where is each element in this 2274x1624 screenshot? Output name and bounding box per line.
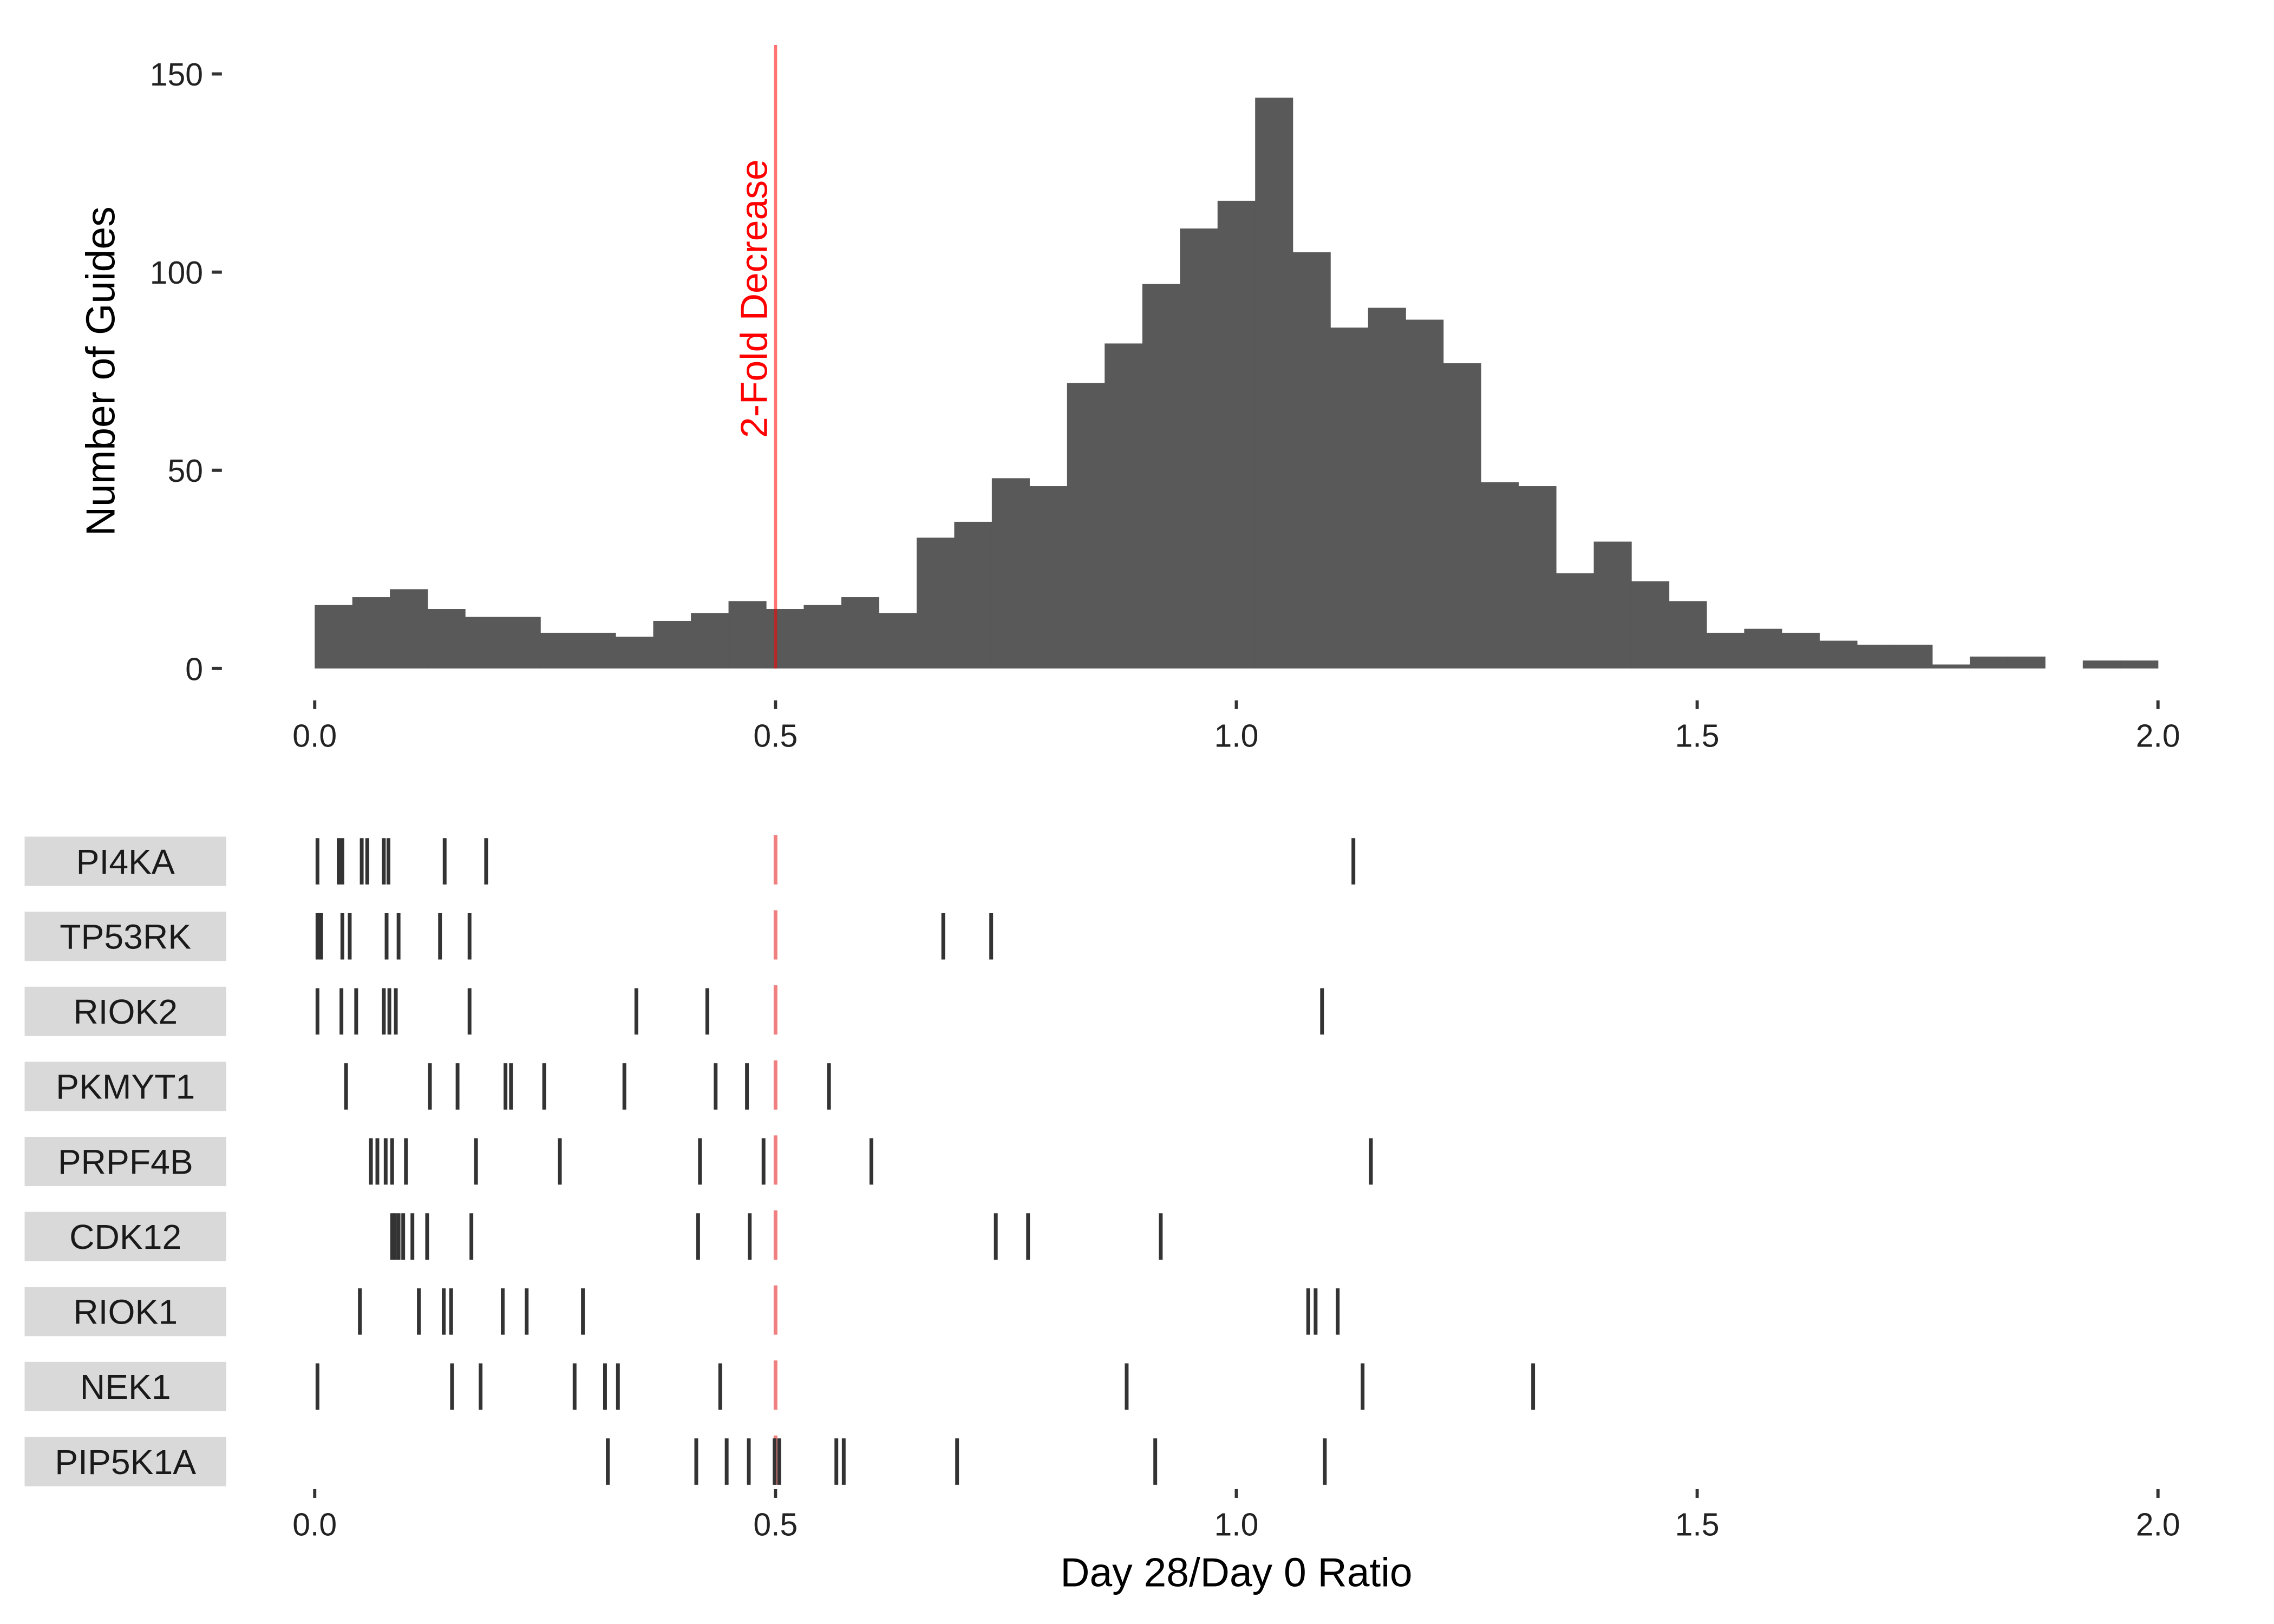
histogram-bar (691, 613, 729, 669)
y-axis-tick-label: 100 (150, 256, 203, 291)
rug-x-axis: 0.0 0.5 1.0 1.5 2.0 (292, 1489, 2180, 1543)
gene-strip-label: PIP5K1A (55, 1443, 196, 1482)
histogram-bar (1292, 252, 1331, 669)
histogram-bar (916, 538, 955, 669)
gene-strip-background (24, 1212, 226, 1261)
histogram-bar (2120, 660, 2159, 669)
histogram-bar (1406, 319, 1444, 669)
histogram-bar (728, 601, 767, 669)
two-fold-annotation: 2-Fold Decrease (733, 159, 775, 438)
histogram-bar (540, 632, 579, 669)
histogram-bar (803, 605, 842, 669)
histogram-x-axis: 0.0 0.5 1.0 1.5 2.0 (292, 700, 2180, 754)
x-axis-tick-label: 1.5 (1675, 1508, 1720, 1543)
histogram-bar (1669, 601, 1707, 669)
histogram-bar (1706, 632, 1745, 669)
histogram-bar (465, 617, 504, 669)
gene-strip-background (24, 1287, 226, 1337)
histogram-bar (427, 609, 466, 669)
y-axis-tick-label: 150 (150, 57, 203, 93)
histogram-bar (1518, 486, 1557, 669)
histogram-bar (1142, 284, 1180, 669)
histogram-bar (1781, 632, 1820, 669)
histogram-bar (1894, 644, 1933, 669)
histogram-bar (1067, 383, 1105, 669)
gene-strip-label: RIOK2 (73, 992, 178, 1031)
histogram-bar (1932, 664, 1970, 669)
histogram-bar (991, 478, 1030, 669)
gene-strip-background (24, 1437, 226, 1487)
histogram-bar (1819, 640, 1858, 669)
histogram-bar (1105, 343, 1143, 669)
gene-strip-labels: PI4KA TP53RK RIOK2 PKMYT1 PRPF4B CDK12 RIOK1 NE… (24, 836, 226, 1487)
x-axis-tick-label: 0.0 (292, 1508, 337, 1543)
histogram-bar (390, 589, 428, 669)
gene-strip-label: PRPF4B (58, 1142, 193, 1181)
histogram-bar (1180, 228, 1218, 669)
gene-strip-label: RIOK1 (73, 1293, 178, 1332)
histogram-bar (1255, 97, 1293, 669)
histogram-bar (2007, 656, 2046, 669)
histogram-bar (352, 597, 390, 669)
histogram-bars (315, 97, 2159, 669)
gene-strip-background (24, 1137, 226, 1187)
gene-strip-background (24, 912, 226, 961)
histogram-bar (1029, 486, 1068, 669)
histogram-bar (1217, 200, 1256, 669)
x-axis-tick-label: 1.5 (1675, 718, 1720, 754)
x-axis-tick-label: 0.5 (753, 718, 798, 754)
histogram-bar (1857, 644, 1896, 669)
histogram-bar (879, 613, 917, 669)
histogram-bar (766, 609, 805, 669)
histogram-bar (1556, 573, 1595, 669)
histogram-bar (616, 637, 654, 669)
histogram-bar (841, 597, 879, 669)
histogram-panel: 2-Fold Decrease 0 50 100 150 0.0 0.5 1.0 1.5 2.… (78, 45, 2180, 754)
rug-x-axis-title: Day 28/Day 0 Ratio (1060, 1549, 1412, 1595)
x-axis-tick-label: 0.5 (753, 1508, 798, 1543)
gene-strip-background (24, 1062, 226, 1111)
histogram-bar (1970, 656, 2008, 669)
gene-strip-background (24, 1361, 226, 1411)
histogram-bar (1330, 328, 1369, 669)
gene-strip-label: NEK1 (80, 1367, 171, 1406)
histogram-bar (653, 620, 691, 669)
rug-panel: PI4KA TP53RK RIOK2 PKMYT1 PRPF4B CDK12 RIOK1 NE… (24, 835, 2180, 1595)
gene-strip-background (24, 986, 226, 1036)
histogram-bar (1443, 363, 1481, 669)
histogram-bar (1631, 581, 1670, 669)
histogram-bar (1744, 628, 1782, 669)
x-axis-tick-label: 2.0 (2136, 1508, 2180, 1543)
gene-strip-label: TP53RK (60, 917, 191, 956)
histogram-bar (578, 632, 616, 669)
histogram-y-axis: 0 50 100 150 (150, 57, 222, 687)
histogram-bar (954, 521, 992, 669)
gene-strip-label: CDK12 (69, 1217, 181, 1256)
y-axis-tick-label: 0 (185, 652, 203, 687)
histogram-bar (502, 617, 541, 669)
gene-strip-background (24, 836, 226, 886)
histogram-y-axis-title: Number of Guides (78, 206, 123, 536)
histogram-bar (1593, 541, 1632, 669)
x-axis-tick-label: 1.0 (1214, 718, 1259, 754)
x-axis-tick-label: 1.0 (1214, 1508, 1259, 1543)
histogram-bar (1368, 307, 1406, 669)
histogram-bar (2082, 660, 2121, 669)
histogram-bar (1481, 482, 1519, 669)
gene-strip-label: PI4KA (76, 842, 175, 881)
histogram-bar (315, 605, 353, 669)
gene-strip-label: PKMYT1 (56, 1068, 195, 1106)
rug-marks (315, 838, 1535, 1485)
x-axis-tick-label: 2.0 (2136, 718, 2180, 754)
x-axis-tick-label: 0.0 (292, 718, 337, 754)
y-axis-tick-label: 50 (167, 454, 203, 489)
